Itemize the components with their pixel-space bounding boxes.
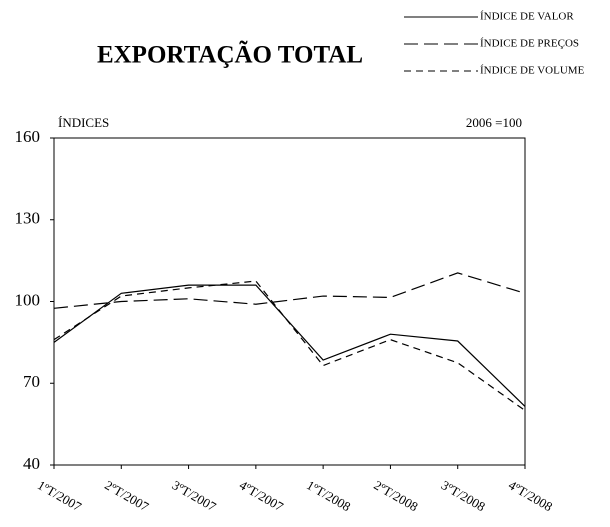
y-tick-label: 70 (23, 372, 40, 391)
note: 2006 =100 (466, 115, 522, 130)
x-tick-label: 4ºT/2007 (237, 477, 287, 514)
y-axis-label: ÍNDICES (58, 115, 109, 130)
x-tick-label: 3ºT/2007 (170, 477, 220, 514)
x-tick-label: 4ºT/2008 (506, 477, 555, 514)
y-tick-label: 100 (15, 290, 41, 309)
series-line (53, 272, 526, 309)
y-tick-label: 130 (15, 209, 41, 228)
legend-label: ÍNDICE DE PREÇOS (480, 38, 579, 50)
y-tick-label: 40 (23, 454, 40, 473)
series-line (53, 280, 526, 411)
x-tick-label: 1ºT/2008 (304, 477, 353, 514)
legend-label: ÍNDICE DE VOLUME (480, 65, 585, 77)
series-line (53, 284, 526, 407)
legend-label: ÍNDICE DE VALOR (480, 11, 574, 23)
x-tick-label: 1ºT/2007 (35, 477, 85, 514)
chart-title: EXPORTAÇÃO TOTAL (97, 41, 363, 69)
x-tick-label: 2ºT/2008 (371, 477, 420, 514)
y-tick-label: 160 (15, 127, 41, 146)
x-tick-label: 3ºT/2008 (439, 477, 488, 514)
x-tick-label: 2ºT/2007 (102, 477, 152, 514)
